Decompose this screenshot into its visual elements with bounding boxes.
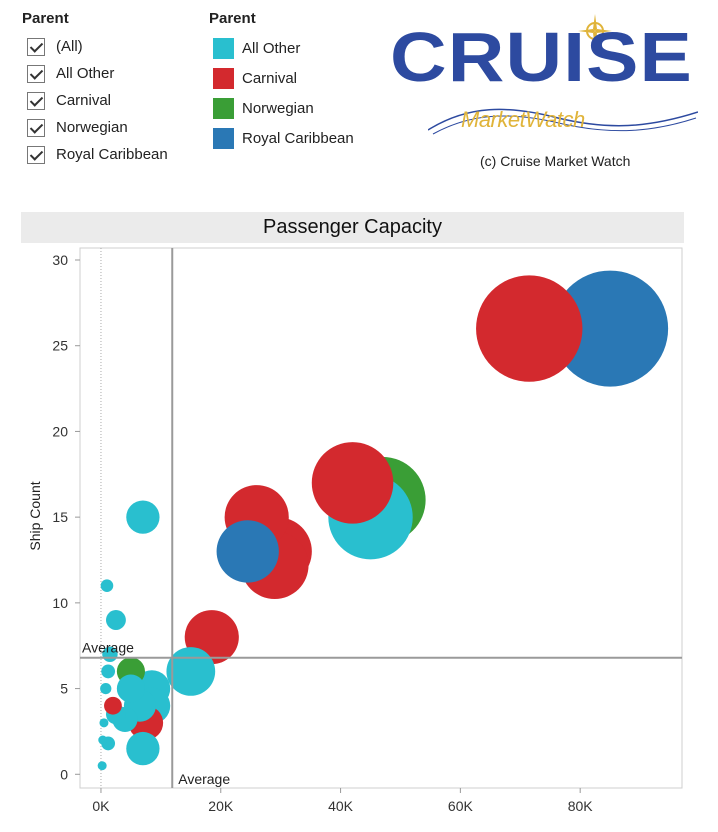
logo-wordmark: CRUISE bbox=[390, 18, 693, 96]
wave-icon bbox=[428, 108, 698, 135]
bubble-all-other bbox=[100, 579, 114, 593]
bubble-all-other bbox=[99, 718, 109, 728]
legend-item-label: All Other bbox=[242, 39, 301, 57]
x-tick-label: 80K bbox=[568, 798, 594, 814]
filter-title: Parent bbox=[22, 10, 69, 27]
filter-item-label: (All) bbox=[56, 38, 83, 55]
filter-item-all[interactable]: (All) bbox=[22, 33, 168, 60]
y-tick-label: 30 bbox=[52, 252, 68, 268]
bubble-all-other bbox=[116, 674, 145, 703]
legend-swatch bbox=[213, 97, 234, 119]
bubble-all-other bbox=[98, 735, 108, 745]
legend-item-royal-caribbean[interactable]: Royal Caribbean bbox=[209, 123, 354, 153]
bubble-all-other bbox=[105, 610, 126, 630]
compass-rose-icon bbox=[578, 14, 612, 48]
bubble-royal-caribbean bbox=[552, 270, 669, 387]
bubble-royal-caribbean bbox=[216, 520, 279, 583]
filter-item-label: Royal Caribbean bbox=[56, 146, 168, 163]
filter-item-label: Norwegian bbox=[56, 119, 128, 136]
logo-subtitle: MarketWatch bbox=[461, 107, 585, 132]
filter-item-label: Carnival bbox=[56, 92, 112, 109]
parent-filter: Parent (All) All Other Carnival Norwegia… bbox=[22, 10, 168, 168]
bubble-all-other bbox=[97, 761, 107, 771]
filter-item-royal-caribbean[interactable]: Royal Caribbean bbox=[22, 141, 168, 168]
chart-title: Passenger Capacity bbox=[21, 212, 684, 243]
plot-frame bbox=[79, 247, 683, 789]
bubble-all-other bbox=[126, 500, 160, 534]
checkbox-checked-icon[interactable] bbox=[27, 145, 45, 164]
bubble-carnival bbox=[476, 275, 583, 382]
bubble-carnival bbox=[104, 696, 122, 715]
legend-item-label: Norwegian bbox=[242, 99, 314, 117]
checkbox-checked-icon[interactable] bbox=[27, 118, 45, 137]
filter-item-carnival[interactable]: Carnival bbox=[22, 87, 168, 114]
legend-item-all-other[interactable]: All Other bbox=[209, 33, 354, 63]
bubble-all-other bbox=[166, 647, 216, 696]
y-tick-label: 20 bbox=[52, 423, 68, 439]
legend-item-label: Royal Caribbean bbox=[242, 129, 354, 147]
y-tick-label: 25 bbox=[52, 338, 68, 354]
legend-swatch bbox=[213, 127, 234, 149]
reference-label-y: Average bbox=[82, 640, 134, 656]
legend-title: Parent bbox=[209, 10, 256, 27]
y-tick-label: 15 bbox=[52, 509, 68, 525]
color-legend: Parent All Other Carnival Norwegian Roya… bbox=[209, 10, 354, 153]
bubble-carnival bbox=[311, 442, 394, 524]
bubble-all-other bbox=[100, 682, 112, 695]
legend-item-label: Carnival bbox=[242, 69, 298, 87]
y-tick-label: 5 bbox=[60, 681, 68, 697]
filter-item-norwegian[interactable]: Norwegian bbox=[22, 114, 168, 141]
filter-item-label: All Other bbox=[56, 65, 115, 82]
y-tick-label: 0 bbox=[60, 766, 68, 782]
checkbox-checked-icon[interactable] bbox=[27, 37, 45, 56]
reference-label-x: Average bbox=[178, 771, 230, 787]
legend-swatch bbox=[213, 67, 234, 89]
x-tick-label: 0K bbox=[92, 798, 110, 814]
bubble-all-other bbox=[101, 664, 116, 679]
legend-item-carnival[interactable]: Carnival bbox=[209, 63, 354, 93]
copyright-text: (c) Cruise Market Watch bbox=[480, 153, 631, 169]
bubble-all-other bbox=[126, 731, 160, 766]
x-tick-label: 20K bbox=[208, 798, 234, 814]
legend-swatch bbox=[213, 37, 234, 59]
x-tick-label: 40K bbox=[328, 798, 354, 814]
filter-item-all-other[interactable]: All Other bbox=[22, 60, 168, 87]
legend-item-norwegian[interactable]: Norwegian bbox=[209, 93, 354, 123]
y-axis-label: Ship Count bbox=[27, 481, 43, 550]
x-tick-label: 60K bbox=[448, 798, 474, 814]
checkbox-checked-icon[interactable] bbox=[27, 91, 45, 110]
cruise-market-watch-logo: CRUISE MarketWatch (c) Cruise Market Wat… bbox=[388, 12, 698, 172]
y-tick-label: 10 bbox=[52, 595, 68, 611]
checkbox-checked-icon[interactable] bbox=[27, 64, 45, 83]
